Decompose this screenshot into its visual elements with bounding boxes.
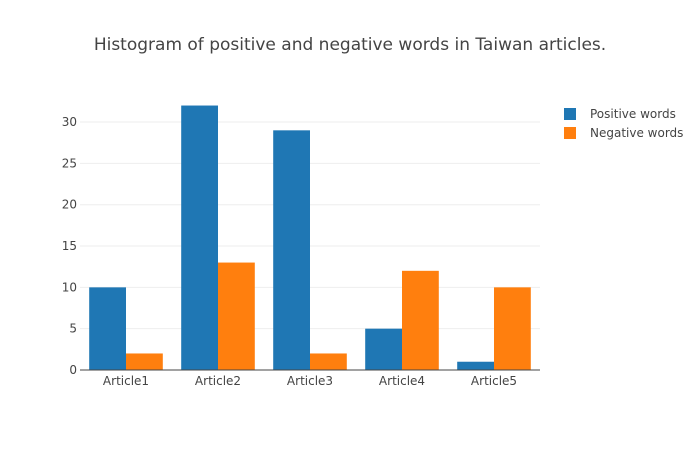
bar-negative-words-article2[interactable]: [218, 262, 255, 370]
axes: 0 5 10 15 20 25 30 Article1 Article2 Article3 Arti…: [62, 115, 540, 388]
bar-positive-words-article1[interactable]: [89, 287, 126, 370]
bar-positive-words-article2[interactable]: [181, 105, 218, 370]
y-tick-label: 20: [62, 198, 77, 212]
bar-negative-words-article3[interactable]: [310, 353, 347, 370]
bar-negative-words-article5[interactable]: [494, 287, 531, 370]
chart-title: Histogram of positive and negative words…: [93, 35, 607, 55]
bar-negative-words-article4[interactable]: [402, 270, 439, 370]
bars: [89, 105, 531, 370]
x-tick-label: Article2: [195, 374, 241, 388]
bar-negative-words-article1[interactable]: [126, 353, 163, 370]
legend-swatch[interactable]: [564, 127, 576, 139]
legend-label[interactable]: Negative words: [590, 126, 683, 140]
bar-positive-words-article4[interactable]: [365, 328, 402, 370]
legend[interactable]: Positive words Negative words: [564, 107, 683, 140]
x-tick-label: Article5: [471, 374, 517, 388]
bar-positive-words-article3[interactable]: [273, 130, 310, 370]
y-tick-label: 30: [62, 115, 77, 129]
x-tick-label: Article4: [379, 374, 425, 388]
x-tick-label: Article3: [287, 374, 333, 388]
y-tick-label: 15: [62, 239, 77, 253]
legend-label[interactable]: Positive words: [590, 107, 676, 121]
bar-positive-words-article5[interactable]: [457, 361, 494, 370]
legend-swatch[interactable]: [564, 108, 576, 120]
x-tick-label: Article1: [103, 374, 149, 388]
y-tick-label: 10: [62, 280, 77, 294]
y-tick-label: 5: [69, 322, 77, 336]
y-tick-label: 25: [62, 156, 77, 170]
y-tick-label: 0: [69, 363, 77, 377]
